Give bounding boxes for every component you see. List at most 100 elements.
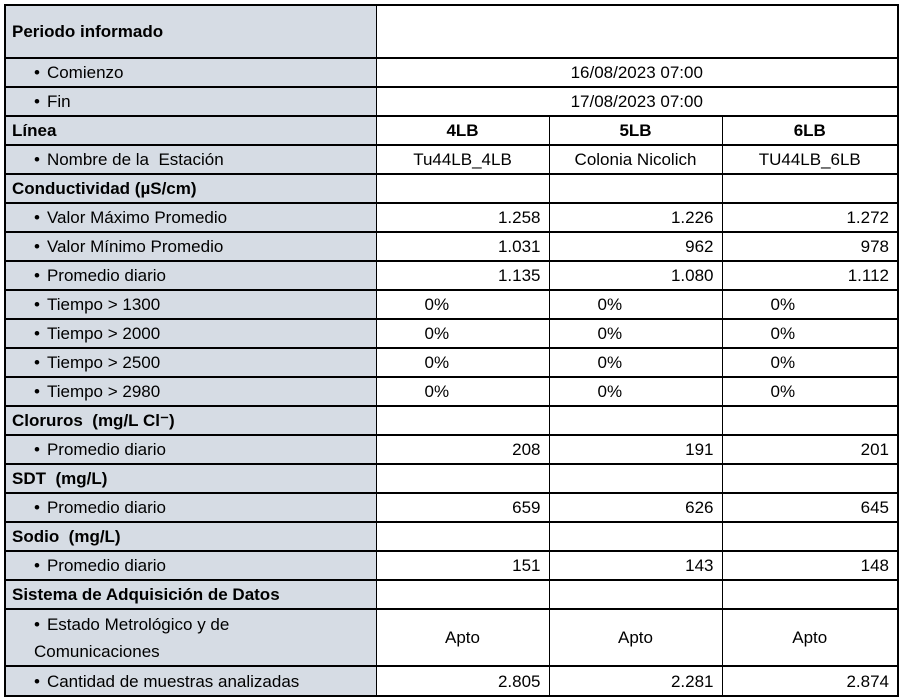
row-label: Valor Máximo Promedio xyxy=(46,208,228,227)
row-label-cell: • Fin xyxy=(4,86,377,117)
cell-value: 0% xyxy=(424,353,450,372)
cell-value: 148 xyxy=(860,556,889,575)
cell-value: 0% xyxy=(770,353,796,372)
section-row: Sodio (mg/L) xyxy=(4,521,899,552)
row-label: Periodo informado xyxy=(12,22,164,41)
row-label: Tiempo > 2980 xyxy=(46,382,161,401)
data-row: • Promedio diario 659 626 645 xyxy=(4,492,899,523)
value-cell: 1.226 xyxy=(548,202,723,233)
row-label-cell: Sodio (mg/L) xyxy=(4,521,377,552)
value-cell: 0% xyxy=(375,376,550,407)
bullet-icon: • xyxy=(34,353,40,372)
section-row: SDT (mg/L) xyxy=(4,463,899,494)
row-label: SDT (mg/L) xyxy=(12,469,108,488)
value-cell xyxy=(721,579,899,610)
data-row: • Tiempo > 1300 0% 0% 0% xyxy=(4,289,899,320)
bullet-icon: • xyxy=(34,556,40,575)
value-cell: 0% xyxy=(721,289,899,320)
value-cell: 0% xyxy=(721,376,899,407)
data-row: • Fin 17/08/2023 07:00 xyxy=(4,86,899,117)
cell-value: 0% xyxy=(597,382,623,401)
value-cell: 962 xyxy=(548,231,723,262)
row-label-cell: SDT (mg/L) xyxy=(4,463,377,494)
value-cell: 978 xyxy=(721,231,899,262)
bullet-icon: • xyxy=(34,382,40,401)
bullet-icon: • xyxy=(34,150,40,169)
value-cell: 0% xyxy=(375,318,550,349)
value-cell: 0% xyxy=(375,289,550,320)
row-label: Promedio diario xyxy=(46,440,167,459)
row-label-cell: • Cantidad de muestras analizadas xyxy=(4,665,377,697)
merged-value-cell xyxy=(375,4,899,59)
cell-value: 0% xyxy=(424,324,450,343)
row-label-cell: • Comienzo xyxy=(4,57,377,88)
value-cell: 6LB xyxy=(721,115,899,146)
row-label-cell: • Nombre de la Estación xyxy=(4,144,377,175)
row-label: Estado Metrológico y de Comunicaciones xyxy=(34,614,230,661)
section-row: Conductividad (µS/cm) xyxy=(4,173,899,204)
value-cell: 1.080 xyxy=(548,260,723,291)
data-row: • Tiempo > 2000 0% 0% 0% xyxy=(4,318,899,349)
cell-value: 962 xyxy=(685,237,714,256)
section-row: Línea 4LB 5LB 6LB xyxy=(4,115,899,146)
value-cell xyxy=(375,405,550,436)
report-page: Periodo informado • Comienzo 16/08/2023 07:… xyxy=(4,4,899,697)
cell-value: 2.805 xyxy=(497,671,541,691)
row-label-cell: Conductividad (µS/cm) xyxy=(4,173,377,204)
row-label: Sodio (mg/L) xyxy=(12,527,121,546)
value-cell xyxy=(721,405,899,436)
data-row: • Comienzo 16/08/2023 07:00 xyxy=(4,57,899,88)
row-label-cell: • Estado Metrológico y de Comunicaciones xyxy=(4,608,377,667)
cell-value: 0% xyxy=(770,324,796,343)
bullet-icon: • xyxy=(34,324,40,343)
value-cell: 0% xyxy=(375,347,550,378)
cell-value: 626 xyxy=(685,498,714,517)
value-cell: 2.874 xyxy=(721,665,899,697)
value-cell: 0% xyxy=(548,347,723,378)
cell-value: 143 xyxy=(685,556,714,575)
data-row: • Tiempo > 2500 0% 0% 0% xyxy=(4,347,899,378)
cell-value: 2.874 xyxy=(846,671,889,691)
value-cell: 659 xyxy=(375,492,550,523)
value-cell: 208 xyxy=(375,434,550,465)
data-row: • Estado Metrológico y de Comunicaciones A… xyxy=(4,608,899,667)
row-label-cell: • Tiempo > 1300 xyxy=(4,289,377,320)
cell-value: 1.258 xyxy=(497,208,541,227)
cell-value: TU44LB_6LB xyxy=(758,150,861,169)
row-label: Sistema de Adquisición de Datos xyxy=(12,585,280,604)
value-cell xyxy=(548,463,723,494)
data-row: • Cantidad de muestras analizadas 2.805 2.2… xyxy=(4,665,899,697)
cell-value: 201 xyxy=(860,440,889,459)
value-cell: 2.281 xyxy=(548,665,723,697)
row-label-cell: Sistema de Adquisición de Datos xyxy=(4,579,377,610)
value-cell xyxy=(721,521,899,552)
value-cell: 1.135 xyxy=(375,260,550,291)
value-cell xyxy=(375,579,550,610)
value-cell: Apto xyxy=(548,608,723,667)
value-cell xyxy=(375,521,550,552)
value-cell: 1.272 xyxy=(721,202,899,233)
value-cell xyxy=(375,173,550,204)
value-cell: 1.112 xyxy=(721,260,899,291)
cell-value: Apto xyxy=(618,628,653,647)
value-cell xyxy=(548,579,723,610)
row-label: Conductividad (µS/cm) xyxy=(12,179,197,198)
cell-value: 4LB xyxy=(446,121,479,140)
cell-value: 151 xyxy=(512,556,541,575)
bullet-icon: • xyxy=(34,498,40,517)
value-cell xyxy=(721,173,899,204)
bullet-icon: • xyxy=(34,208,40,227)
value-cell: Apto xyxy=(375,608,550,667)
value-cell: 645 xyxy=(721,492,899,523)
section-row: Periodo informado xyxy=(4,4,899,59)
value-cell xyxy=(375,463,550,494)
merged-value-cell: 17/08/2023 07:00 xyxy=(375,86,899,117)
cell-value: 1.112 xyxy=(847,266,889,285)
cell-value: 0% xyxy=(597,324,623,343)
value-cell: 0% xyxy=(548,289,723,320)
cell-value: 0% xyxy=(597,295,623,314)
value-cell xyxy=(548,521,723,552)
cell-value: 17/08/2023 07:00 xyxy=(570,92,703,111)
report-body: Periodo informado • Comienzo 16/08/2023 07:… xyxy=(4,4,899,697)
value-cell: 143 xyxy=(548,550,723,581)
